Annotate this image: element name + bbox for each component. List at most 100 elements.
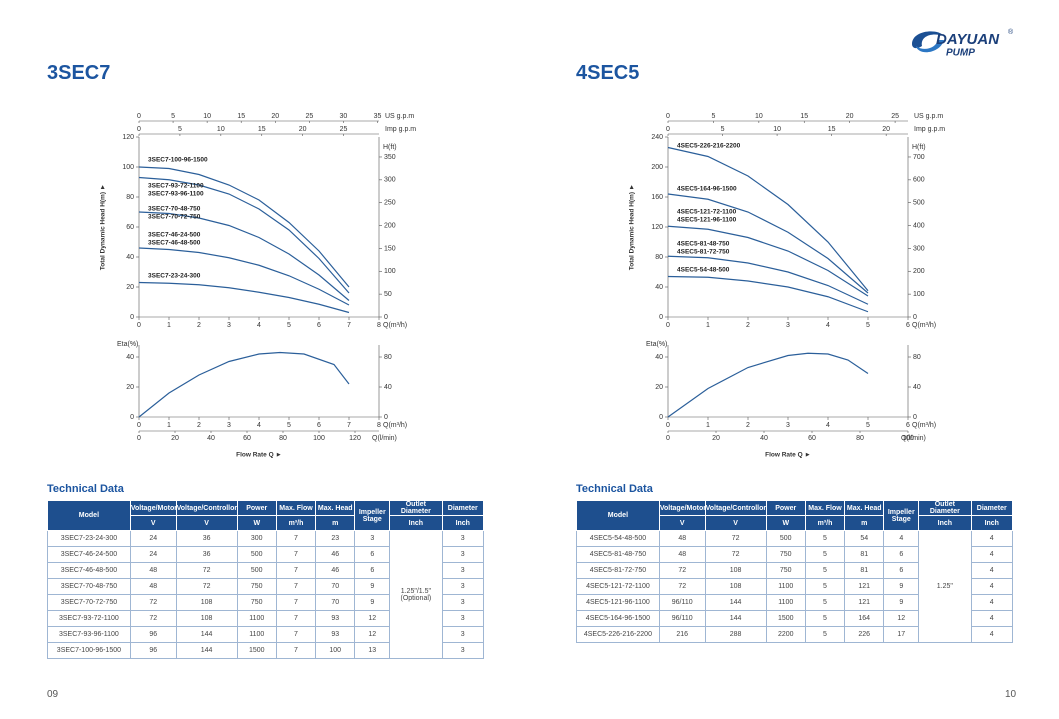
logo-sub: PUMP <box>946 48 975 59</box>
data-cell: 3 <box>441 562 485 579</box>
data-cell: 7 <box>275 626 317 643</box>
x-tick-label: 6 <box>906 322 910 329</box>
y-tick-label: 160 <box>651 194 663 201</box>
data-cell: 300 <box>236 530 277 547</box>
curve <box>667 352 869 418</box>
data-cell: 3 <box>441 642 485 659</box>
data-cell: 750 <box>765 546 806 563</box>
x-tick-label: 2 <box>746 422 750 429</box>
data-cell: 4 <box>970 562 1014 579</box>
curve <box>667 193 869 294</box>
data-cell: 5 <box>804 610 846 627</box>
header-cell: Impeller Stage <box>354 500 391 531</box>
data-cell: 3SEC7-100-96-1500 <box>47 642 131 659</box>
data-cell: 48 <box>129 562 177 579</box>
curve-label: 4SEC5-121-96-1100 <box>677 217 737 224</box>
y2-tick-label: 0 <box>384 314 388 321</box>
curve-label: 3SEC7-93-72-1100 <box>148 183 204 190</box>
unit-cell: W <box>236 515 277 531</box>
x-tick-label: 1 <box>167 322 171 329</box>
curve <box>138 166 350 288</box>
unit-cell: m³/h <box>275 515 317 531</box>
x-unit: Q(m³/h) <box>912 322 936 329</box>
y2-tick-label: 80 <box>913 354 921 361</box>
outlet-cell: 1.25" <box>918 530 972 643</box>
x2-tick-label: 80 <box>856 435 864 442</box>
x-tick-label: 5 <box>866 422 870 429</box>
y2-unit: H(ft) <box>383 144 397 151</box>
top-tick-label: 5 <box>721 126 725 133</box>
y2-tick-label: 200 <box>384 222 396 229</box>
page-number: 09 <box>47 689 59 700</box>
data-cell: 5 <box>804 594 846 611</box>
y2-tick-label: 80 <box>384 354 392 361</box>
y-tick-label: 0 <box>130 314 134 321</box>
y-tick-label: 0 <box>130 414 134 421</box>
data-cell: 7 <box>275 562 317 579</box>
top-tick-label: 20 <box>882 126 890 133</box>
unit-cell: Inch <box>970 515 1014 531</box>
x2-tick-label: 120 <box>349 435 361 442</box>
data-cell: 500 <box>236 562 277 579</box>
top-unit: Imp g.p.m <box>914 126 945 133</box>
data-cell: 7 <box>275 578 317 595</box>
data-cell: 121 <box>844 594 885 611</box>
data-cell: 96 <box>129 626 177 643</box>
unit-cell: Inch <box>389 515 443 531</box>
data-cell: 72 <box>658 578 706 595</box>
data-cell: 7 <box>275 530 317 547</box>
top-tick-label: 15 <box>800 113 808 120</box>
data-cell: 288 <box>704 626 767 643</box>
top-unit: US g.p.m <box>914 113 943 120</box>
data-cell: 81 <box>844 546 885 563</box>
y2-tick-label: 150 <box>384 245 396 252</box>
data-row: 3SEC7-70-48-750 48 72 750 7 70 9 3 <box>47 578 485 595</box>
data-cell: 3SEC7-46-48-500 <box>47 562 131 579</box>
header-cell: Max. Head <box>315 500 356 516</box>
data-cell: 7 <box>275 594 317 611</box>
y2-tick-label: 0 <box>913 414 917 421</box>
curve-label: 4SEC5-226-216-2200 <box>677 143 741 150</box>
y-tick-label: 100 <box>122 164 134 171</box>
y-tick-label: 20 <box>126 284 134 291</box>
data-cell: 108 <box>175 610 238 627</box>
data-cell: 48 <box>658 530 706 547</box>
x2-tick-label: 0 <box>137 435 141 442</box>
data-cell: 6 <box>883 546 920 563</box>
data-cell: 72 <box>175 578 238 595</box>
x2-tick-label: 40 <box>207 435 215 442</box>
curve-label: 3SEC7-46-48-500 <box>148 240 201 247</box>
data-cell: 36 <box>175 530 238 547</box>
data-cell: 4SEC5-121-72-1100 <box>576 578 660 595</box>
x-tick-label: 0 <box>666 322 670 329</box>
x-tick-label: 5 <box>866 322 870 329</box>
data-cell: 5 <box>804 530 846 547</box>
header-cell: Power <box>236 500 277 516</box>
data-cell: 500 <box>765 530 806 547</box>
logo-mark: ® <box>1008 28 1014 36</box>
data-cell: 48 <box>129 578 177 595</box>
curve-label: 3SEC7-93-96-1100 <box>148 191 204 198</box>
unit-cell: W <box>765 515 806 531</box>
data-cell: 4 <box>970 626 1014 643</box>
data-cell: 4 <box>970 578 1014 595</box>
header-cell: Outlet Diameter <box>918 500 972 516</box>
data-cell: 70 <box>315 578 356 595</box>
data-cell: 4 <box>970 530 1014 547</box>
data-cell: 750 <box>236 594 277 611</box>
data-cell: 4 <box>970 594 1014 611</box>
data-cell: 4SEC5-226-216-2200 <box>576 626 660 643</box>
data-cell: 17 <box>883 626 920 643</box>
data-cell: 3 <box>441 546 485 563</box>
x-axis-label: Flow Rate Q ► <box>765 452 811 459</box>
curve-label: 4SEC5-81-72-750 <box>677 249 730 256</box>
data-cell: 7 <box>275 546 317 563</box>
logo-swirl <box>916 40 944 53</box>
data-row: 4SEC5-121-72-1100 72 108 1100 5 121 9 4 <box>576 578 1014 595</box>
top-tick-label: 0 <box>137 113 141 120</box>
x2-tick-label: 40 <box>760 435 768 442</box>
y2-tick-label: 300 <box>913 245 925 252</box>
x2-unit: Q(l/min) <box>901 435 926 442</box>
x-tick-label: 2 <box>197 422 201 429</box>
